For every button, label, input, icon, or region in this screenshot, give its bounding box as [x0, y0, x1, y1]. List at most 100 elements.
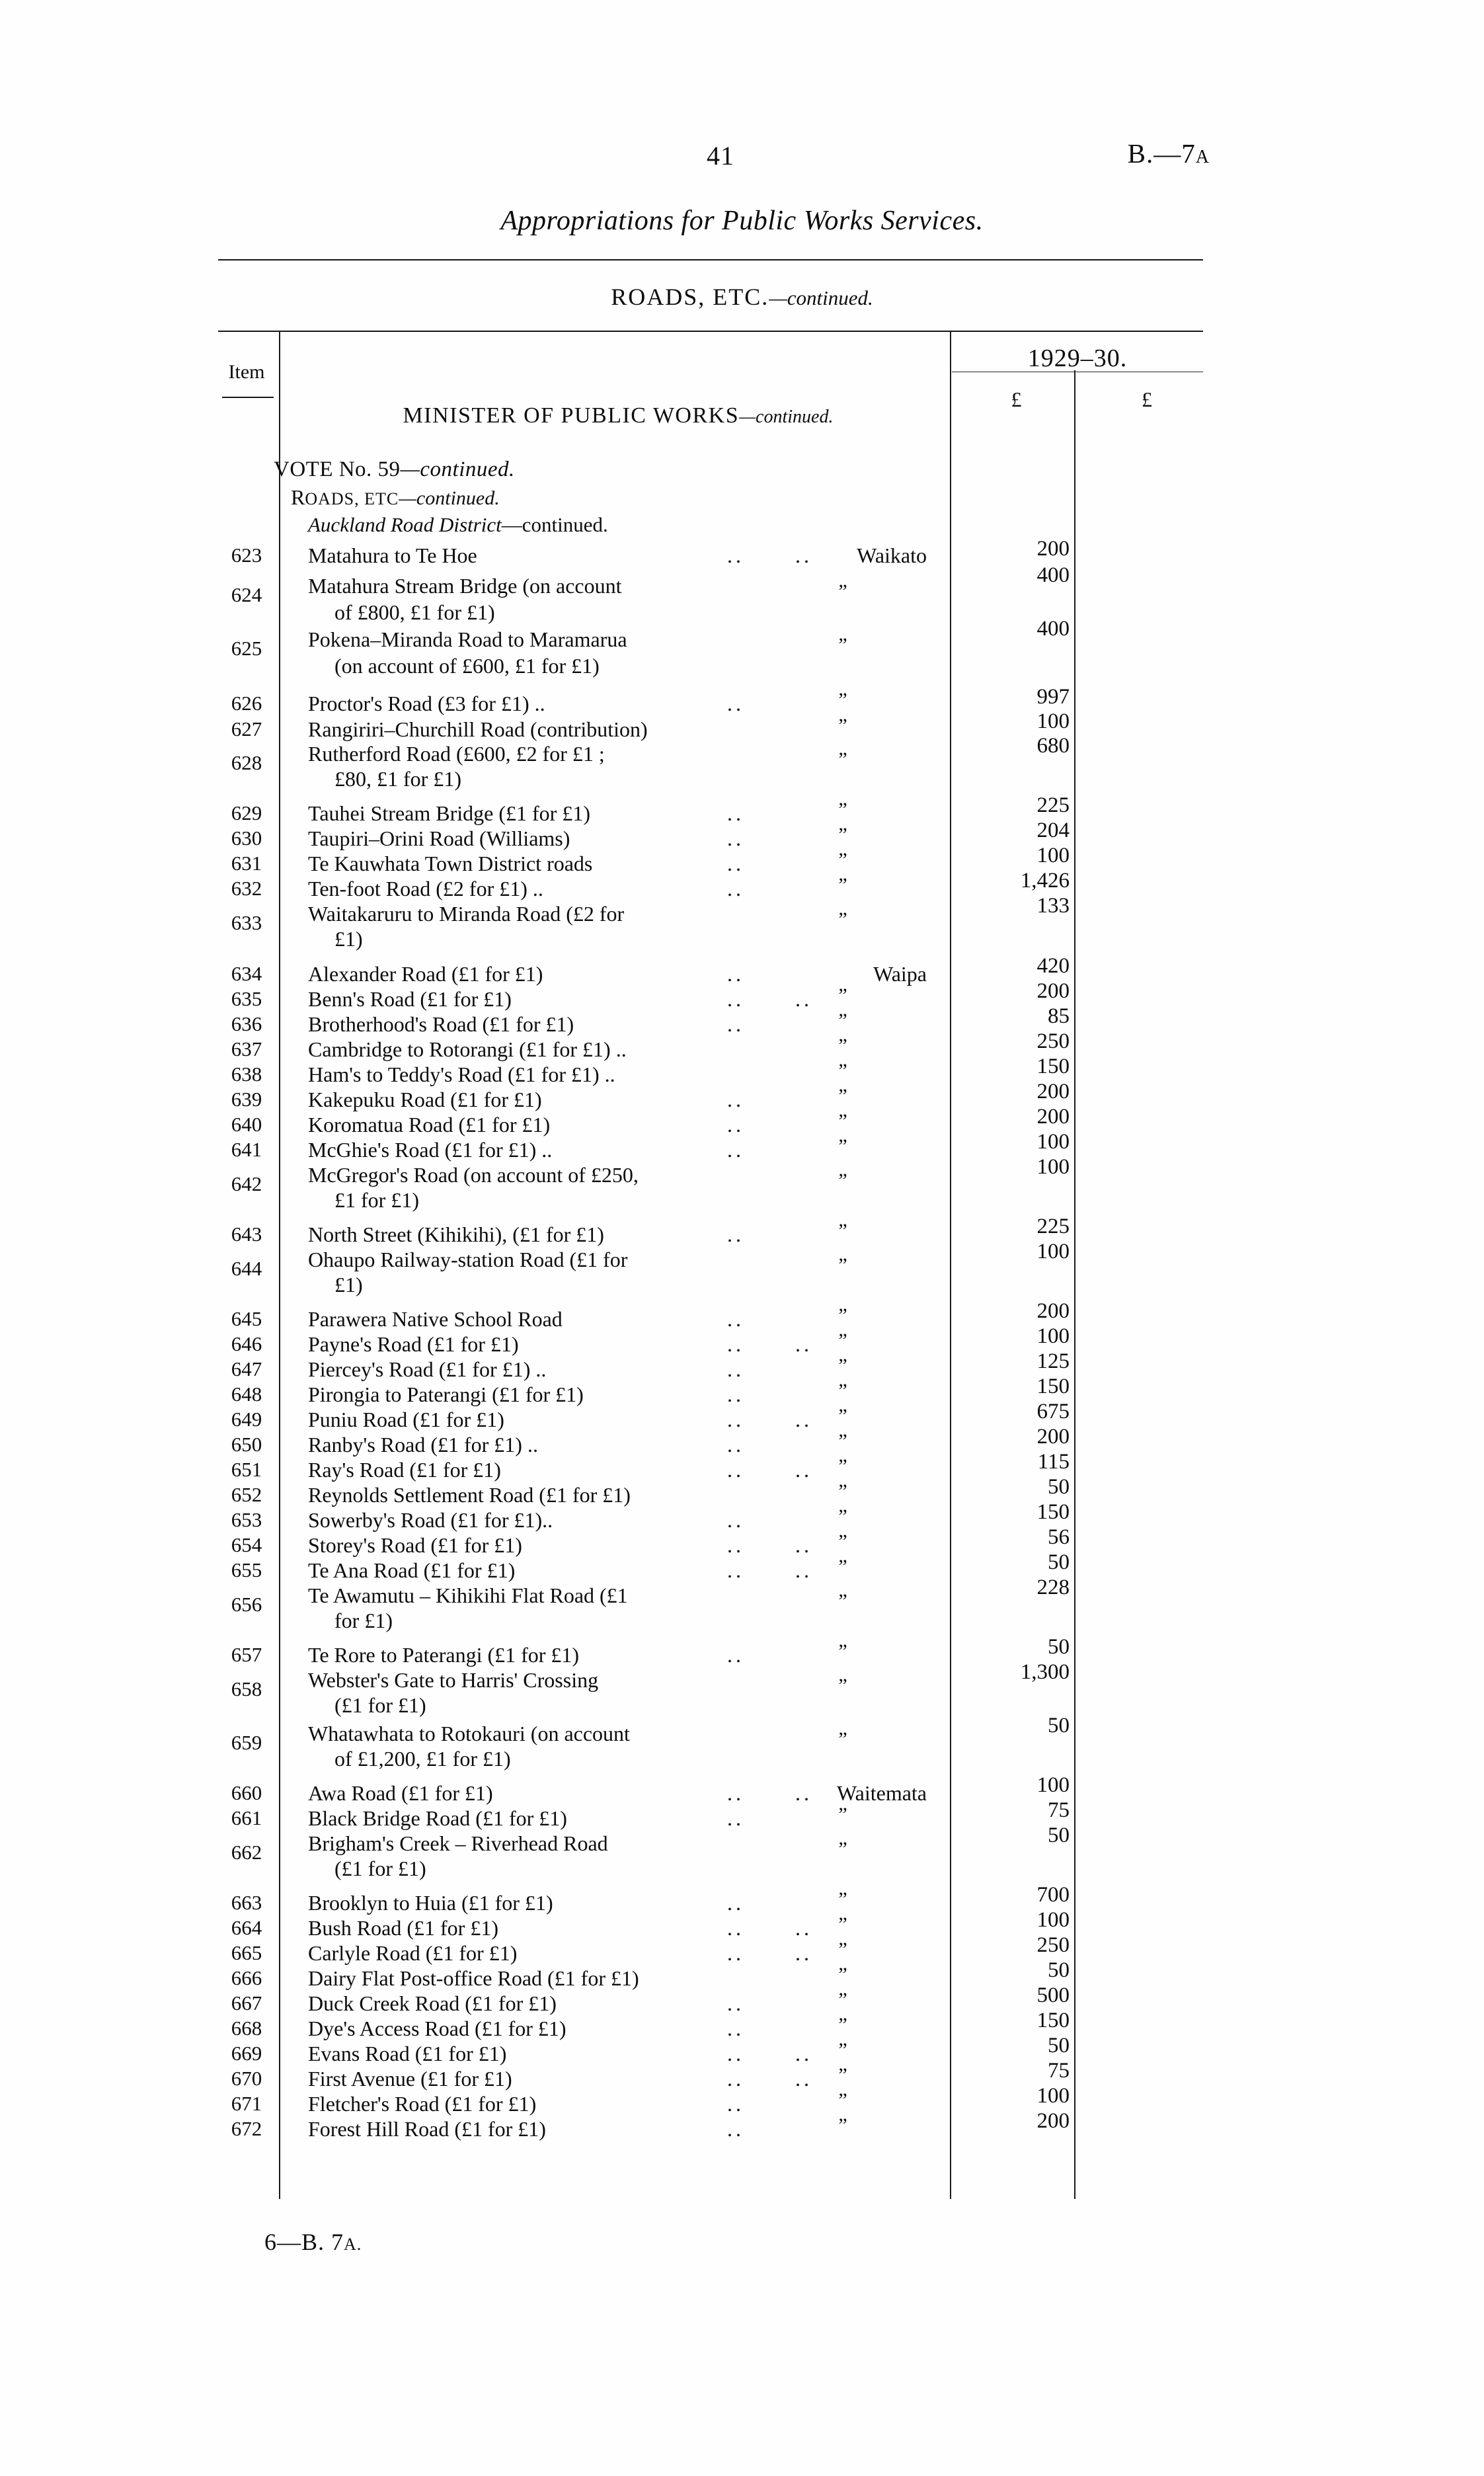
row-amount: 125: [1036, 1349, 1070, 1373]
row-amount: 50: [1048, 1550, 1070, 1574]
roads-heading-continued: —continued.: [399, 487, 500, 509]
row-district-ditto: ”: [838, 634, 847, 656]
dot-leader: ..: [727, 1643, 744, 1667]
row-amount: 100: [1036, 1130, 1070, 1154]
row-item-number: 654: [231, 1533, 262, 1556]
dot-leader: ..: [727, 1558, 744, 1582]
row-item-number: 651: [231, 1458, 262, 1481]
dot-leader: ..: [727, 1088, 744, 1111]
dot-leader: ..: [795, 987, 812, 1011]
row-description-continuation: (on account of £600, £1 for £1): [334, 654, 600, 678]
row-district-ditto: ”: [838, 1035, 847, 1057]
row-item-number: 631: [231, 852, 262, 875]
dot-leader: ..: [727, 2042, 744, 2065]
row-item-number: 640: [231, 1113, 262, 1136]
row-item-number: 629: [231, 801, 262, 824]
row-district-ditto: ”: [838, 1135, 847, 1157]
row-amount: 700: [1036, 1883, 1070, 1907]
table-rule-value-column-1: [950, 332, 951, 2199]
row-amount: 500: [1036, 1983, 1070, 2007]
row-item-number: 643: [231, 1222, 262, 1246]
dot-leader: ..: [727, 1916, 744, 1940]
row-district-ditto: ”: [838, 824, 847, 846]
dot-leader: ..: [727, 1113, 744, 1137]
row-district-ditto: ”: [838, 1531, 847, 1552]
row-description: Duck Creek Road (£1 for £1): [308, 1991, 557, 2015]
row-amount: 115: [1037, 1450, 1070, 1474]
row-item-number: 649: [231, 1408, 262, 1431]
dot-leader: ..: [727, 1508, 744, 1532]
heading-vote-number: VOTE No. 59—continued.: [274, 458, 515, 482]
row-district-ditto: ”: [838, 1556, 847, 1577]
row-description: Ray's Road (£1 for £1): [308, 1458, 501, 1482]
row-description: McGregor's Road (on account of £250,: [308, 1163, 639, 1187]
row-amount: 1,300: [1020, 1660, 1070, 1684]
row-district-ditto: ”: [838, 1838, 847, 1860]
row-district: Waikato: [857, 543, 927, 567]
row-description: Waitakaruru to Miranda Road (£2 for: [308, 902, 625, 926]
dot-leader: ..: [727, 801, 744, 825]
row-district-ditto: ”: [838, 1304, 847, 1326]
row-description: Piercey's Road (£1 for £1) ..: [308, 1357, 547, 1381]
dot-leader: ..: [727, 1138, 744, 1162]
dot-leader: ..: [727, 1891, 744, 1915]
row-amount: 133: [1036, 894, 1070, 918]
dot-leader: ..: [795, 1558, 812, 1582]
row-description: Dairy Flat Post-office Road (£1 for £1): [308, 1966, 639, 1990]
row-amount: 50: [1048, 1475, 1070, 1499]
row-district-ditto: ”: [838, 1330, 847, 1351]
row-amount: 200: [1036, 537, 1070, 561]
row-description: North Street (Kihikihi), (£1 for £1): [308, 1222, 604, 1246]
dot-leader: ..: [727, 1332, 744, 1356]
row-amount: 204: [1036, 819, 1070, 842]
row-description: Rangiriri–Churchill Road (contribution): [308, 717, 648, 741]
row-district-ditto: ”: [838, 849, 847, 871]
row-amount: 420: [1036, 954, 1070, 978]
dot-leader: ..: [727, 543, 744, 567]
row-district-ditto: ”: [838, 1913, 847, 1935]
row-description: Te Rore to Paterangi (£1 for £1): [308, 1643, 580, 1667]
dot-leader: ..: [727, 826, 744, 850]
row-description-continuation: (£1 for £1): [334, 1693, 426, 1717]
row-description: McGhie's Road (£1 for £1) ..: [308, 1138, 553, 1162]
column-header-pounds-1: £: [1011, 387, 1022, 411]
dot-leader: ..: [795, 2067, 812, 2091]
row-description: Cambridge to Rotorangi (£1 for £1) ..: [308, 1037, 627, 1061]
row-description: Ten-foot Road (£2 for £1) ..: [308, 877, 543, 900]
row-description: Evans Road (£1 for £1): [308, 2042, 507, 2065]
row-amount: 100: [1036, 1155, 1070, 1179]
row-description: Proctor's Road (£3 for £1) ..: [308, 692, 545, 715]
row-description: Tauhei Stream Bridge (£1 for £1): [308, 801, 590, 825]
dot-leader: ..: [727, 2067, 744, 2091]
row-amount: 225: [1036, 793, 1070, 817]
row-item-number: 657: [231, 1643, 262, 1666]
row-description: Koromatua Road (£1 for £1): [308, 1113, 551, 1137]
row-description: Parawera Native School Road: [308, 1307, 563, 1331]
dot-leader: ..: [727, 1806, 744, 1830]
row-item-number: 626: [231, 692, 262, 715]
column-header-item: Item: [228, 361, 265, 383]
row-district-ditto: ”: [838, 874, 847, 896]
row-district-ditto: ”: [838, 2014, 847, 2036]
title-rule: [218, 259, 1203, 260]
row-item-number: 670: [231, 2067, 262, 2090]
row-district-ditto: ”: [838, 799, 847, 820]
row-district-ditto: ”: [838, 1888, 847, 1910]
row-amount: 400: [1036, 563, 1070, 587]
row-amount: 250: [1036, 1029, 1070, 1053]
row-description: Brooklyn to Huia (£1 for £1): [308, 1891, 553, 1915]
row-amount: 400: [1036, 617, 1070, 641]
row-description: Matahura Stream Bridge (on account: [308, 574, 622, 598]
row-amount: 228: [1036, 1576, 1070, 1599]
paper-reference-main: B.—7: [1127, 138, 1196, 169]
row-item-number: 660: [231, 1781, 262, 1804]
row-item-number: 637: [231, 1037, 262, 1060]
row-description: Dye's Access Road (£1 for £1): [308, 2017, 566, 2040]
paper-reference-suffix: A: [1195, 147, 1210, 167]
dot-leader: ..: [727, 987, 744, 1011]
dot-leader: ..: [727, 962, 744, 986]
row-amount: 200: [1036, 2109, 1070, 2133]
row-amount: 56: [1048, 1525, 1070, 1549]
dot-leader: ..: [727, 1012, 744, 1036]
row-item-number: 661: [231, 1806, 262, 1829]
